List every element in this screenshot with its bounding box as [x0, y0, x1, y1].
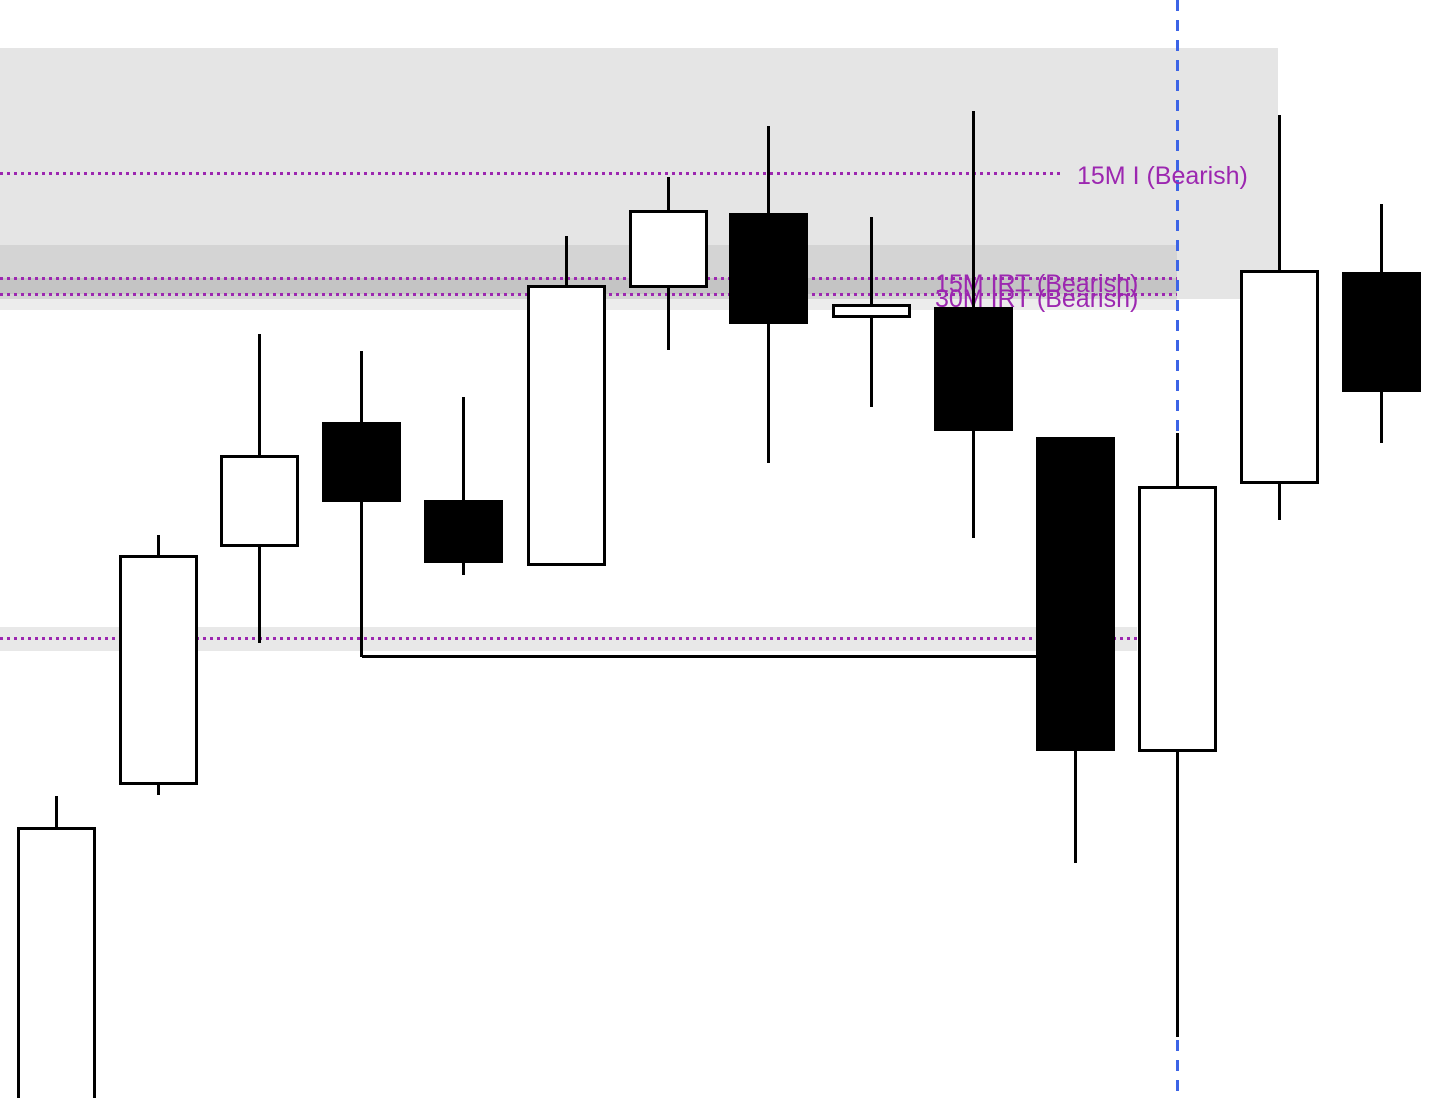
candle-14-body [1341, 272, 1421, 392]
candle-7-body [628, 210, 708, 288]
15m-irt-level [0, 277, 1177, 280]
15m-i-level [0, 172, 1060, 175]
15m-i-level-label: 15M I (Bearish) [1077, 162, 1248, 190]
candle-2-body [118, 555, 198, 785]
15m-irt-level-label: 15M IRT (Bearish) [935, 270, 1139, 298]
candle-5-body [424, 500, 503, 563]
candle-3-body [220, 455, 299, 547]
candle-6-body [527, 285, 606, 566]
candle-4-wick [360, 351, 363, 657]
lower-level [0, 637, 1137, 640]
candle-4-body [322, 422, 401, 502]
candle-11-body [1035, 437, 1115, 751]
candle-13-body [1239, 270, 1319, 484]
candle-8-body [729, 213, 808, 324]
candle-12-body [1138, 486, 1217, 752]
candle-9-body [831, 304, 911, 318]
candle-5-wick [462, 397, 465, 575]
candle-1-body [16, 827, 96, 1098]
liquidity-ray-line [362, 654, 1036, 658]
candle-10-body [933, 307, 1013, 431]
